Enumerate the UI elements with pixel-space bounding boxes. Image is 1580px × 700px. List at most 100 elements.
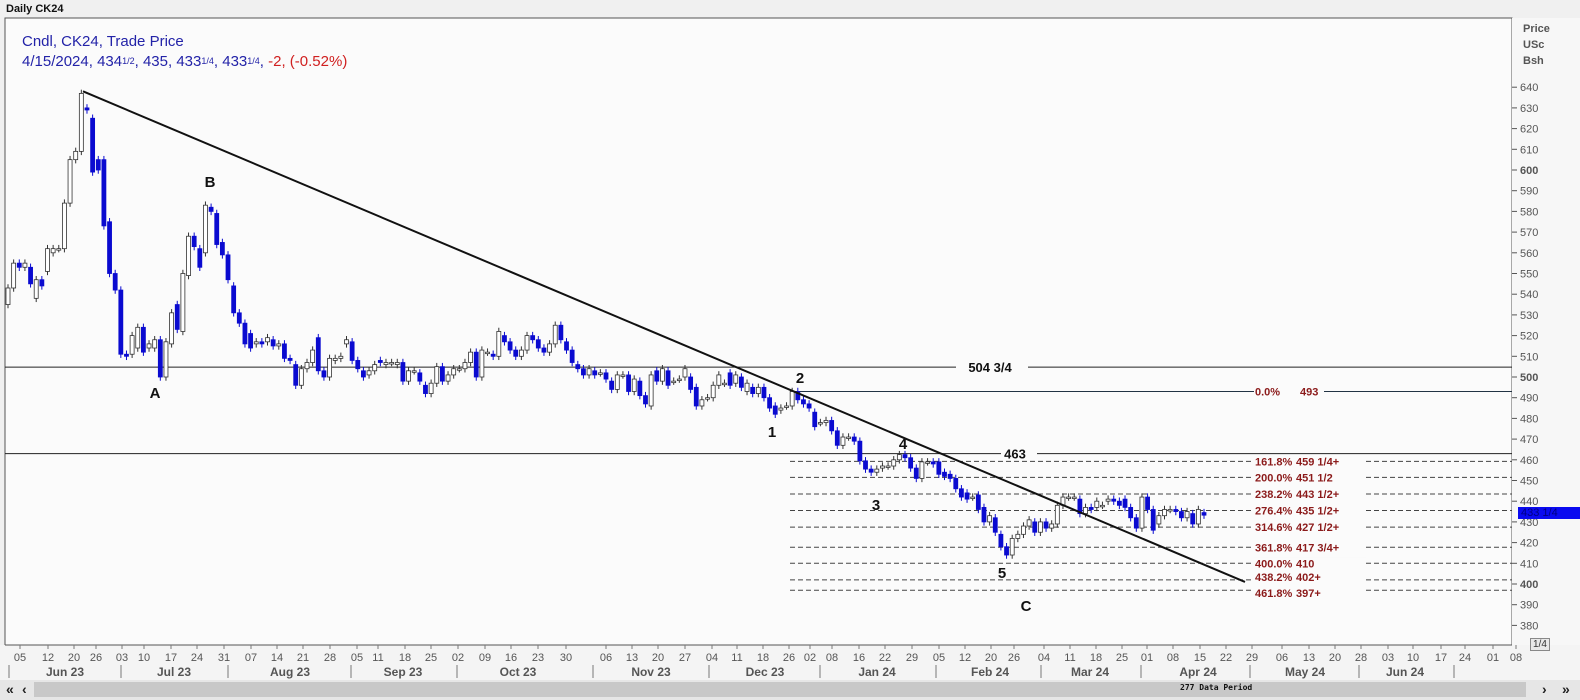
candle-down [107, 221, 112, 274]
x-tick-label: 13 [626, 652, 638, 664]
candle-up [1139, 496, 1145, 529]
x-tick-label: 28 [1355, 652, 1367, 664]
candle-up [338, 355, 344, 359]
x-tick-label: 08 [1510, 652, 1522, 664]
candle-up [434, 366, 440, 384]
fib-percent-label: 161.8% [1255, 456, 1293, 468]
candle-up [186, 235, 191, 276]
x-tick-label: 29 [906, 652, 918, 664]
y-tick-label: 610 [1520, 144, 1538, 156]
candle-down [513, 349, 519, 357]
candle-down [507, 341, 513, 351]
x-tick-label: 18 [399, 652, 411, 664]
fib-label-bg [1254, 541, 1366, 554]
data-period-label: 277 Data Period [1180, 683, 1253, 692]
price-unit-label: Price [1523, 23, 1550, 35]
x-tick-label: 18 [757, 652, 769, 664]
candle-down [947, 473, 953, 479]
level-label: 463 [1004, 447, 1026, 462]
x-tick-label: 01 [1487, 652, 1499, 664]
x-tick-label: 08 [826, 652, 838, 664]
month-label: May 24 [1285, 665, 1325, 679]
page-indicator[interactable]: 1/4 [1530, 638, 1550, 651]
month-label: Nov 23 [631, 665, 671, 679]
x-tick-label: 30 [560, 652, 572, 664]
scroll-prev-button[interactable]: ‹ [22, 681, 27, 697]
scroll-first-button[interactable]: « [6, 681, 14, 697]
candle-up [67, 159, 73, 204]
candle-down [806, 403, 812, 409]
wave-label-1: 1 [768, 424, 776, 441]
candle-down [761, 386, 767, 399]
candle-down [1150, 509, 1156, 531]
y-tick-label: 470 [1520, 434, 1538, 446]
x-tick-label: 22 [1220, 652, 1232, 664]
candle-up [778, 407, 784, 411]
candle-up [169, 312, 175, 345]
fib-price-label: 402+ [1296, 572, 1321, 584]
x-tick-label: 05 [14, 652, 26, 664]
candle-down [975, 494, 981, 510]
x-tick-label: 02 [452, 652, 464, 664]
candle-up [874, 468, 880, 473]
x-tick-label: 02 [804, 652, 816, 664]
candle-down [95, 159, 101, 171]
candle-up [1162, 509, 1167, 517]
candle-up [468, 351, 474, 363]
scroll-last-button[interactable]: » [1562, 681, 1570, 697]
y-tick-label: 450 [1520, 476, 1538, 488]
candle-down [959, 488, 964, 498]
candle-down [270, 339, 276, 347]
candle-down [727, 372, 733, 386]
candle-up [1100, 504, 1105, 508]
x-tick-label: 21 [297, 652, 309, 664]
candle-up [406, 370, 411, 382]
candle-up [304, 362, 310, 370]
x-tick-label: 12 [42, 652, 54, 664]
candle-down [772, 405, 778, 415]
fib-label-bg [1254, 504, 1366, 517]
candle-up [885, 465, 891, 468]
fib-percent-label: 461.8% [1255, 588, 1293, 600]
candle-down [118, 289, 124, 355]
candle-up [846, 436, 851, 439]
y-tick-label: 570 [1520, 227, 1538, 239]
candle-up [586, 368, 592, 376]
current-price-marker: 433 1/4 [1518, 507, 1580, 519]
x-tick-label: 18 [1090, 652, 1102, 664]
time-scrollbar[interactable]: « ‹ 277 Data Period › » [0, 680, 1580, 700]
wave-label-B: B [205, 174, 216, 191]
x-tick-label: 11 [1064, 652, 1075, 664]
candle-down [665, 370, 671, 386]
y-tick-label: 490 [1520, 393, 1538, 405]
candle-down [361, 370, 366, 378]
candle-down [282, 343, 287, 359]
candle-down [902, 454, 908, 459]
fib-label-bg [1254, 570, 1366, 583]
candle-up [880, 465, 885, 469]
candle-up [919, 461, 925, 479]
candle-up [660, 368, 665, 382]
x-tick-label: 16 [505, 652, 517, 664]
month-label: Apr 24 [1179, 665, 1217, 679]
candle-down [28, 266, 33, 285]
scrollbar-track[interactable] [34, 682, 1526, 697]
candle-up [987, 515, 993, 523]
candle-up [298, 368, 304, 386]
candle-up [372, 364, 378, 372]
x-tick-label: 16 [853, 652, 865, 664]
level-label-bg [1001, 445, 1037, 461]
candle-down [868, 468, 874, 473]
x-tick-label: 20 [1329, 652, 1341, 664]
x-tick-label: 13 [1303, 652, 1315, 664]
candle-down [829, 420, 835, 432]
candle-down [693, 386, 699, 407]
candle-down [490, 353, 496, 357]
candle-down [801, 399, 806, 405]
price-chart[interactable]: 3803904004104204304404504604704804905005… [0, 0, 1580, 680]
y-tick-label: 500 [1520, 372, 1538, 384]
y-tick-label: 640 [1520, 82, 1538, 94]
scroll-next-button[interactable]: › [1542, 681, 1547, 697]
x-tick-label: 20 [985, 652, 997, 664]
fib-label-bg [1254, 557, 1366, 570]
